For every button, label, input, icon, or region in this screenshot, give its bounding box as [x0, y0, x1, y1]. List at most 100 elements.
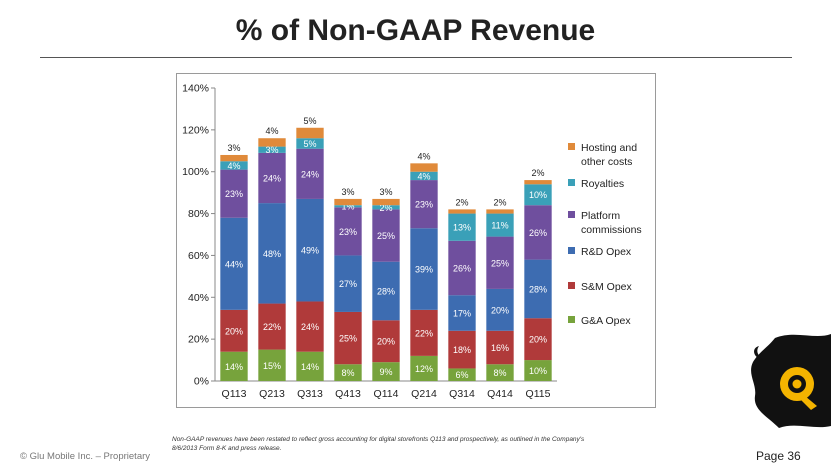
- data-label: 26%: [453, 263, 471, 273]
- bar-segment: [524, 205, 552, 260]
- bar-segment: [220, 309, 248, 352]
- x-tick-label: Q313: [297, 388, 323, 400]
- x-tick-label: Q414: [487, 388, 513, 400]
- data-label: 4%: [227, 161, 240, 171]
- legend-swatch: [568, 211, 575, 218]
- bar-segment: [258, 138, 286, 147]
- bar-segment: [448, 368, 476, 381]
- bar-segment: [296, 148, 324, 199]
- data-label: 2%: [493, 197, 506, 207]
- data-label: 25%: [491, 258, 509, 268]
- bar-segment: [334, 207, 362, 256]
- bar-segment: [410, 171, 438, 181]
- data-label: 8%: [341, 368, 354, 378]
- data-label: 6%: [455, 370, 468, 380]
- legend-label: other costs: [581, 156, 632, 168]
- legend-swatch: [568, 247, 575, 254]
- bar-segment: [486, 364, 514, 381]
- data-label: 5%: [303, 139, 316, 149]
- bar-segment: [220, 154, 248, 162]
- data-label: 2%: [531, 168, 544, 178]
- bar-segment: [296, 198, 324, 302]
- bar-segment: [372, 261, 400, 321]
- bar-segment: [258, 203, 286, 304]
- data-label: 14%: [225, 362, 243, 372]
- data-label: 24%: [301, 322, 319, 332]
- bar-segment: [486, 330, 514, 365]
- data-label: 9%: [379, 367, 392, 377]
- data-label: 14%: [301, 362, 319, 372]
- data-label: 23%: [415, 200, 433, 210]
- data-label: 20%: [225, 326, 243, 336]
- bar-segment: [258, 146, 286, 153]
- slide-title: % of Non-GAAP Revenue: [235, 14, 596, 47]
- data-label: 13%: [453, 223, 471, 233]
- y-tick-label: 0%: [194, 376, 209, 388]
- y-tick-label: 60%: [188, 250, 209, 262]
- y-tick-label: 100%: [182, 166, 209, 178]
- copyright-text: © Glu Mobile Inc. – Proprietary: [20, 451, 151, 462]
- bar-segment: [296, 351, 324, 381]
- data-label: 2%: [455, 197, 468, 207]
- page-number: Page 36: [756, 449, 801, 463]
- bar-segment: [220, 217, 248, 310]
- footnote-line-1: Non-GAAP revenues have been restated to …: [172, 436, 585, 443]
- bar-segment: [372, 198, 400, 206]
- data-label: 49%: [301, 246, 319, 256]
- bar-segment: [448, 295, 476, 331]
- x-tick-label: Q413: [335, 388, 361, 400]
- data-label: 25%: [377, 231, 395, 241]
- bar-segment: [486, 213, 514, 237]
- data-label: 20%: [529, 335, 547, 345]
- stacked-bar-chart: 0% 20% 40% 60% 80% 100% 120% 140% 14% 20% 44% 23% 4%…: [182, 83, 642, 401]
- data-label: 22%: [263, 322, 281, 332]
- data-label: 8%: [493, 368, 506, 378]
- data-label: 39%: [415, 265, 433, 275]
- data-label: 11%: [491, 221, 508, 231]
- x-tick-label: Q213: [259, 388, 285, 400]
- data-label: 4%: [417, 151, 430, 161]
- legend-label: Royalties: [581, 178, 624, 190]
- y-tick-label: 140%: [182, 83, 209, 95]
- data-label: 3%: [379, 187, 392, 197]
- bar-segment: [372, 362, 400, 381]
- chart-area: 0% 20% 40% 60% 80% 100% 120% 140% 14% 20% 44% 23% 4%…: [176, 73, 656, 408]
- bar-segment: [220, 169, 248, 218]
- bar-segment: [296, 301, 324, 352]
- data-label: 27%: [339, 279, 357, 289]
- bar-segment: [410, 228, 438, 310]
- legend-label: commissions: [581, 224, 642, 236]
- bar-segment: [524, 180, 552, 185]
- legend-swatch: [568, 282, 575, 289]
- bar-segment: [486, 236, 514, 289]
- data-label: 2%: [379, 203, 392, 213]
- y-tick-label: 40%: [188, 292, 209, 304]
- data-label: 17%: [453, 308, 471, 318]
- legend-label: S&M Opex: [581, 281, 633, 293]
- legend-label: G&A Opex: [581, 315, 631, 327]
- bar-segment: [220, 351, 248, 381]
- data-label: 20%: [491, 305, 509, 315]
- bar-segment: [372, 209, 400, 262]
- x-tick-label: Q314: [449, 388, 475, 400]
- data-label: 10%: [529, 366, 547, 376]
- data-label: 24%: [263, 173, 281, 183]
- bar-segment: [334, 311, 362, 365]
- bar-segment: [524, 360, 552, 381]
- bar-segment: [220, 161, 248, 170]
- bar-segment: [334, 198, 362, 206]
- y-tick-label: 120%: [182, 124, 209, 136]
- legend-swatch: [568, 316, 575, 323]
- data-label: 23%: [225, 189, 243, 199]
- data-label: 3%: [265, 145, 278, 155]
- bar-segment: [410, 355, 438, 381]
- data-label: 25%: [339, 334, 357, 344]
- data-label: 48%: [263, 249, 281, 259]
- data-label: 18%: [453, 345, 471, 355]
- data-label: 24%: [301, 169, 319, 179]
- legend-label: R&D Opex: [581, 246, 632, 258]
- data-label: 5%: [303, 116, 316, 126]
- data-label: 44%: [225, 259, 243, 269]
- bar-segment: [524, 318, 552, 361]
- bar-segment: [334, 255, 362, 312]
